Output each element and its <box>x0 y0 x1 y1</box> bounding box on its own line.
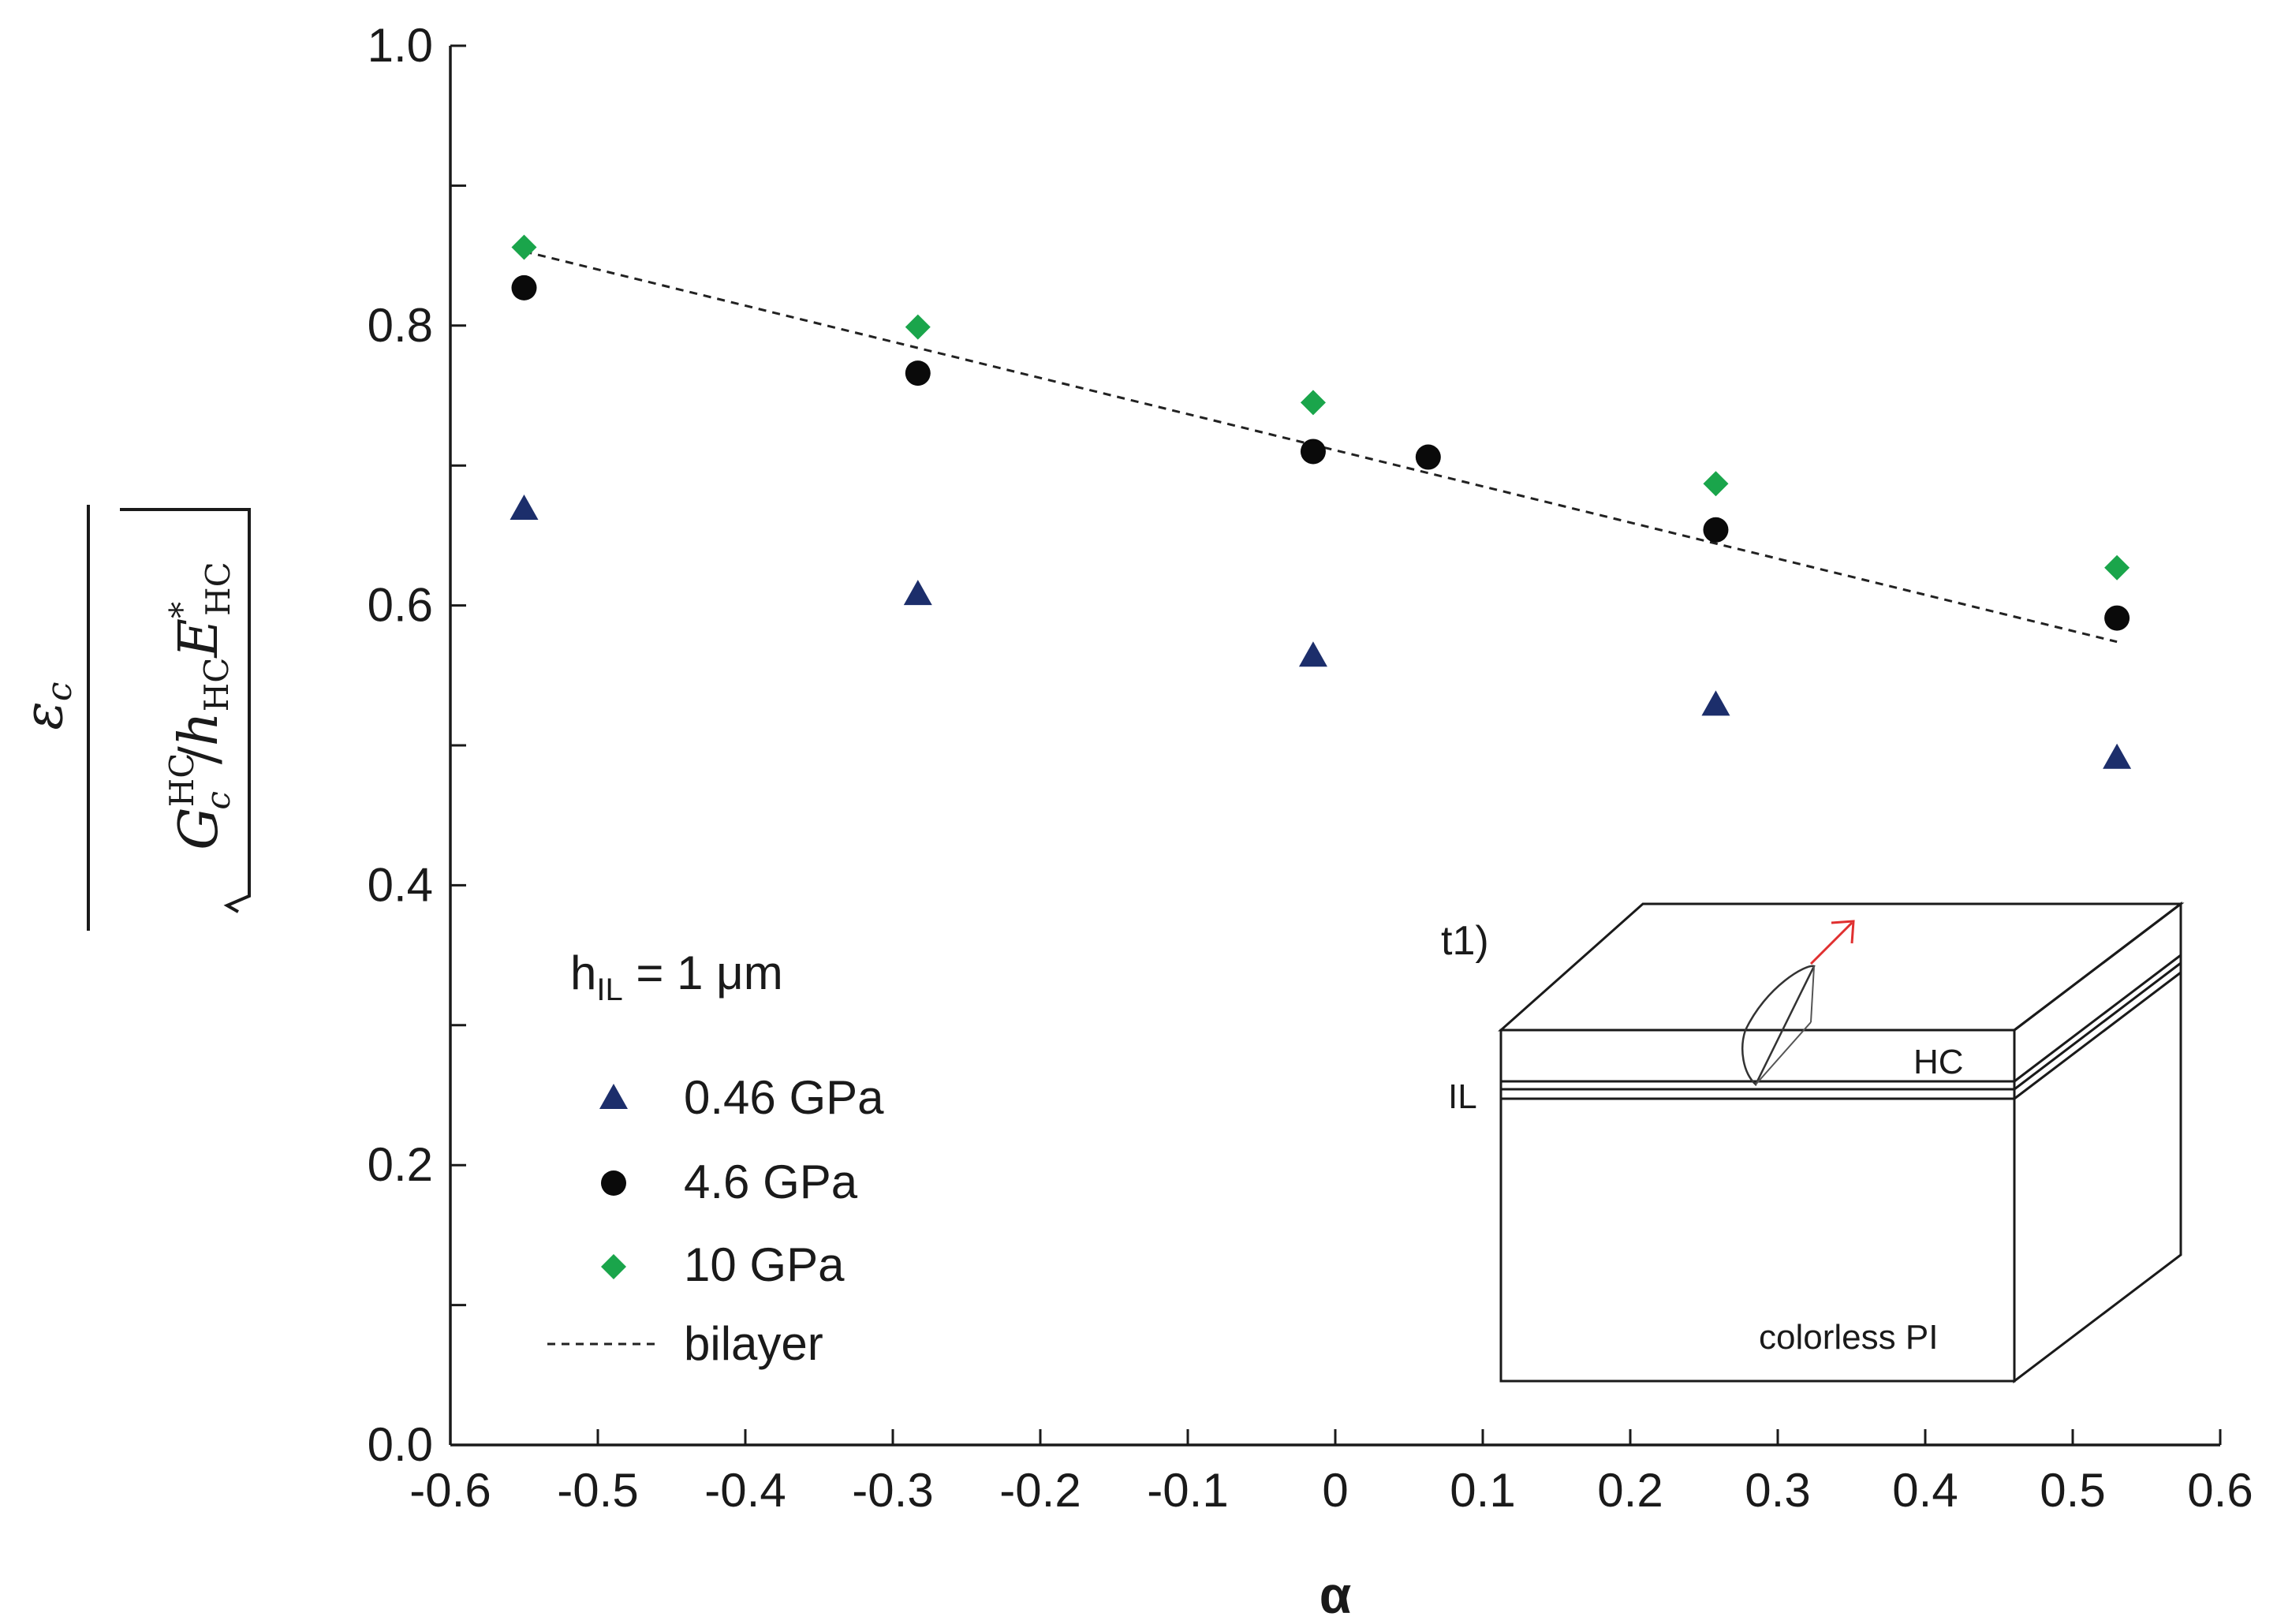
legend-label-10-gpa: 10 GPa <box>684 1238 845 1291</box>
y-title-numerator: εc <box>13 681 80 730</box>
point-0.46-gpa <box>1701 690 1730 716</box>
y-tick-label: 0.0 <box>368 1418 433 1471</box>
point-4.6-gpa <box>1703 517 1729 543</box>
point-10-gpa <box>2104 554 2130 581</box>
x-tick-label: 0 <box>1322 1464 1348 1517</box>
y-axis-title: εc GHCc/hHCE*HC <box>13 505 251 931</box>
y-title-epsilon-sub: c <box>39 681 80 701</box>
point-4.6-gpa <box>2104 605 2130 631</box>
legend: hIL = 1 μm 0.46 GPa 4.6 GPa 10 GPa bilay… <box>547 946 884 1370</box>
point-0.46-gpa <box>903 580 932 606</box>
x-tick-label: 0.5 <box>2040 1464 2105 1517</box>
y-tick-label: 0.4 <box>368 858 433 911</box>
x-tick-label: 0.6 <box>2187 1464 2253 1517</box>
point-0.46-gpa <box>2103 743 2132 769</box>
point-4.6-gpa <box>1415 444 1441 470</box>
x-tick-label: -0.5 <box>557 1464 638 1517</box>
y-tick-label: 1.0 <box>368 19 433 72</box>
point-4.6-gpa <box>1300 439 1326 465</box>
legend-label-0.46-gpa: 0.46 GPa <box>684 1071 884 1124</box>
x-tick-label: -0.4 <box>704 1464 786 1517</box>
point-0.46-gpa <box>510 494 539 520</box>
inset-crack <box>1741 965 1816 1087</box>
inset-label: t1) <box>1441 918 1489 964</box>
y-title-epsilon: ε <box>13 701 75 730</box>
x-tick-label: 0.4 <box>1892 1464 1958 1517</box>
legend-marker-diamond <box>601 1254 626 1279</box>
y-tick-label: 0.8 <box>368 299 433 352</box>
legend-marker-circle <box>601 1170 626 1196</box>
x-tick-label: 0.2 <box>1597 1464 1663 1517</box>
x-tick-label: 0.1 <box>1450 1464 1515 1517</box>
x-ticks: -0.6 -0.5 -0.4 -0.3 -0.2 -0.1 0 0.1 0.2 0.3 0.4 0.5… <box>409 1429 2253 1517</box>
x-axis-title: α <box>1320 1566 1352 1624</box>
point-4.6-gpa <box>905 360 931 386</box>
x-tick-label: 0.3 <box>1745 1464 1810 1517</box>
point-10-gpa <box>1300 390 1326 416</box>
point-10-gpa <box>905 314 931 340</box>
x-tick-label: -0.3 <box>852 1464 933 1517</box>
y-title-denominator: GHCc/hHCE*HC <box>162 562 237 850</box>
inset-arrow-head <box>1831 920 1855 944</box>
point-0.46-gpa <box>1298 641 1327 667</box>
inset-layer-il: IL <box>1448 1077 1477 1116</box>
inset-layer-hc: HC <box>1913 1043 1964 1081</box>
data-markers <box>510 234 2132 769</box>
legend-header: hIL = 1 μm <box>570 946 783 1007</box>
inset-arrow <box>1809 921 1853 965</box>
x-tick-label: -0.6 <box>409 1464 491 1517</box>
legend-marker-triangle <box>599 1084 628 1109</box>
legend-label-bilayer: bilayer <box>684 1317 823 1370</box>
point-4.6-gpa <box>511 274 537 301</box>
legend-label-4.6-gpa: 4.6 GPa <box>684 1155 858 1208</box>
y-title-sqrt-symbol <box>120 508 251 913</box>
series-bilayer-line <box>524 250 2118 644</box>
x-tick-label: -0.2 <box>999 1464 1081 1517</box>
point-10-gpa <box>511 234 537 260</box>
inset-layer-pi: colorless PI <box>1759 1318 1938 1357</box>
point-10-gpa <box>1703 471 1729 497</box>
inset-schematic: t1) HC IL colorless PI <box>1441 901 2185 1384</box>
inset-right-face <box>2013 901 2182 1384</box>
x-tick-label: -0.1 <box>1147 1464 1228 1517</box>
y-tick-label: 0.2 <box>368 1138 433 1191</box>
y-tick-label: 0.6 <box>368 579 433 632</box>
y-ticks: 0.0 0.2 0.4 0.6 0.8 1.0 <box>368 19 466 1471</box>
